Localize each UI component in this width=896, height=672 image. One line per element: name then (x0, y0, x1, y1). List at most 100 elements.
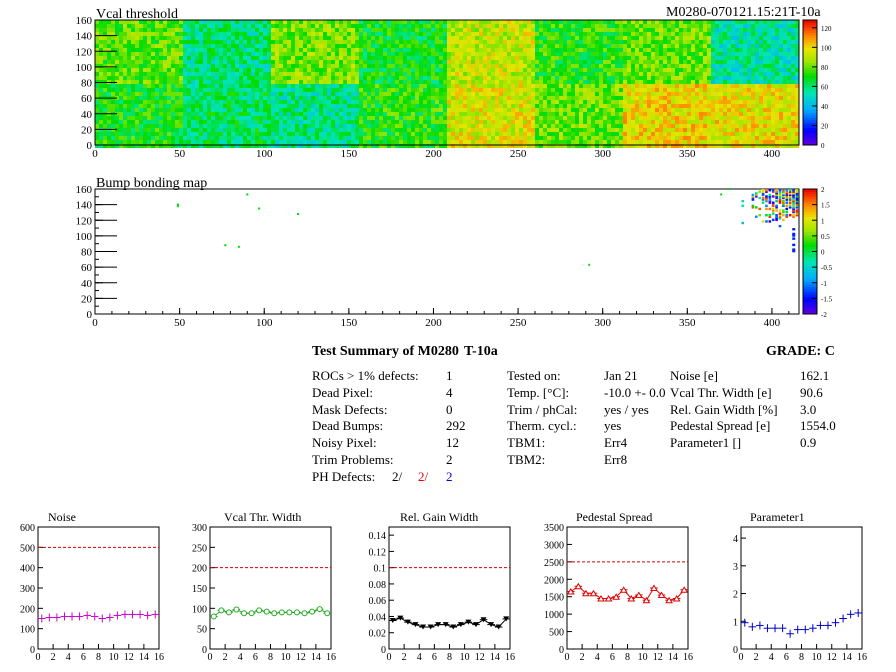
heatmap-cell (463, 140, 467, 144)
heatmap-cell (115, 68, 119, 72)
heatmap-cell (419, 92, 423, 96)
heatmap-cell (251, 144, 255, 148)
heatmap-cell (671, 124, 675, 128)
heatmap-cell (267, 56, 271, 60)
heatmap-cell (239, 144, 243, 148)
heatmap-cell (107, 32, 111, 36)
heatmap-cell (327, 104, 331, 108)
heatmap-cell (227, 40, 231, 44)
heatmap-cell (443, 36, 447, 40)
heatmap-cell (571, 128, 575, 132)
heatmap-cell (307, 64, 311, 68)
heatmap-cell (139, 100, 143, 104)
heatmap-cell (575, 28, 579, 32)
heatmap-cell (251, 132, 255, 136)
heatmap-cell (183, 144, 187, 148)
heatmap-cell (203, 108, 207, 112)
heatmap-cell (431, 108, 435, 112)
heatmap-cell (195, 28, 199, 32)
heatmap-cell (375, 92, 379, 96)
heatmap-cell (487, 88, 491, 92)
heatmap-cell (251, 48, 255, 52)
heatmap-cell (483, 76, 487, 80)
heatmap-cell (663, 48, 667, 52)
heatmap-cell (371, 88, 375, 92)
heatmap-cell (263, 116, 267, 120)
heatmap-cell (403, 132, 407, 136)
heatmap-cell (379, 92, 383, 96)
heatmap-cell (467, 136, 471, 140)
heatmap-cell (559, 136, 563, 140)
heatmap-cell (375, 104, 379, 108)
heatmap-cell (475, 144, 479, 148)
heatmap-cell (371, 96, 375, 100)
heatmap-cell (375, 128, 379, 132)
heatmap-cell (535, 20, 539, 24)
heatmap-cell (255, 112, 259, 116)
heatmap-cell (611, 44, 615, 48)
heatmap-cell (659, 44, 663, 48)
heatmap-cell (551, 32, 555, 36)
heatmap-cell (147, 140, 151, 144)
heatmap-cell (503, 88, 507, 92)
heatmap-cell (143, 108, 147, 112)
heatmap-cell (311, 80, 315, 84)
heatmap-cell (263, 80, 267, 84)
heatmap-cell (123, 72, 127, 76)
heatmap-cell (199, 104, 203, 108)
heatmap-cell (519, 104, 523, 108)
heatmap-cell (659, 116, 663, 120)
heatmap-cell (615, 120, 619, 124)
heatmap-cell (551, 68, 555, 72)
heatmap-cell (699, 88, 703, 92)
heatmap-cell (419, 116, 423, 120)
heatmap-cell (163, 68, 167, 72)
heatmap-cell (187, 64, 191, 68)
heatmap-cell (571, 56, 575, 60)
heatmap-cell (339, 124, 343, 128)
heatmap-cell (571, 32, 575, 36)
heatmap-cell (511, 136, 515, 140)
heatmap-cell (255, 48, 259, 52)
heatmap-cell (363, 104, 367, 108)
heatmap-cell (687, 140, 691, 144)
heatmap-cell (419, 80, 423, 84)
heatmap-cell (211, 60, 215, 64)
heatmap-cell (215, 20, 219, 24)
heatmap-cell (283, 112, 287, 116)
heatmap-cell (559, 72, 563, 76)
heatmap-cell (287, 96, 291, 100)
heatmap-cell (335, 88, 339, 92)
heatmap-cell (391, 48, 395, 52)
heatmap-cell (347, 116, 351, 120)
heatmap-cell (579, 140, 583, 144)
heatmap-cell (699, 72, 703, 76)
heatmap-cell (499, 112, 503, 116)
heatmap-cell (135, 44, 139, 48)
heatmap-cell (703, 48, 707, 52)
heatmap-cell (523, 136, 527, 140)
heatmap-cell (443, 124, 447, 128)
heatmap-cell (271, 28, 275, 32)
heatmap-cell (523, 92, 527, 96)
heatmap-cell (347, 48, 351, 52)
heatmap-cell (359, 132, 363, 136)
heatmap-cell (331, 132, 335, 136)
heatmap-cell (631, 56, 635, 60)
heatmap-cell (223, 32, 227, 36)
heatmap-cell (595, 76, 599, 80)
heatmap-cell (299, 116, 303, 120)
heatmap-cell (699, 132, 703, 136)
heatmap-cell (347, 120, 351, 124)
heatmap-cell (647, 84, 651, 88)
heatmap-cell (287, 56, 291, 60)
heatmap-cell (699, 36, 703, 40)
heatmap-cell (139, 64, 143, 68)
heatmap-cell (659, 52, 663, 56)
heatmap-cell (223, 64, 227, 68)
heatmap-cell (403, 60, 407, 64)
heatmap-cell (279, 120, 283, 124)
heatmap-cell (315, 112, 319, 116)
heatmap-cell (235, 128, 239, 132)
heatmap-cell (219, 76, 223, 80)
